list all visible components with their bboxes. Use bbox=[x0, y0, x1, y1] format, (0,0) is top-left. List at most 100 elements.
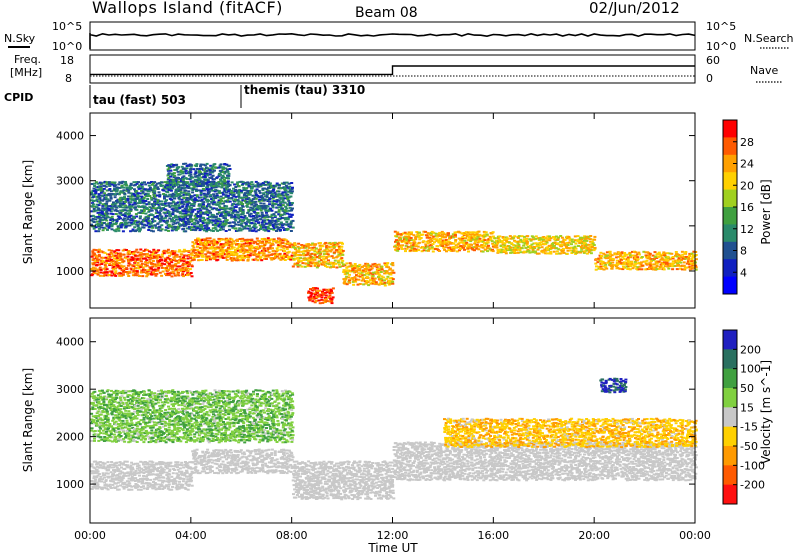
heatmap-cell bbox=[127, 484, 130, 487]
heatmap-cell bbox=[127, 205, 131, 208]
heatmap-cell bbox=[236, 238, 240, 241]
heatmap-cell bbox=[266, 218, 270, 221]
heatmap-cell bbox=[339, 258, 343, 261]
heatmap-cell bbox=[182, 219, 186, 222]
heatmap-cell bbox=[111, 220, 115, 223]
heatmap-cell bbox=[132, 188, 136, 191]
heatmap-cell bbox=[147, 210, 151, 213]
heatmap-cell bbox=[288, 246, 292, 249]
heatmap-cell bbox=[132, 222, 136, 225]
heatmap-cell bbox=[198, 246, 202, 249]
heatmap-cell bbox=[226, 182, 230, 185]
heatmap-cell bbox=[250, 203, 254, 206]
heatmap-cell bbox=[450, 242, 454, 244]
heatmap-cell bbox=[282, 213, 286, 216]
heatmap-cell bbox=[360, 279, 364, 282]
heatmap-cell bbox=[280, 193, 284, 195]
heatmap-cell bbox=[245, 224, 248, 227]
heatmap-cell bbox=[184, 172, 188, 175]
heatmap-cell bbox=[485, 233, 489, 236]
heatmap-cell bbox=[115, 220, 119, 223]
heatmap-cell bbox=[623, 255, 627, 258]
heatmap-cell bbox=[327, 259, 330, 262]
heatmap-cell bbox=[667, 267, 671, 270]
heatmap-cell bbox=[277, 199, 281, 202]
heatmap-cell bbox=[307, 290, 311, 293]
heatmap-cell bbox=[138, 195, 142, 198]
heatmap-cell bbox=[215, 176, 219, 179]
heatmap-cell bbox=[312, 297, 316, 300]
heatmap-cell bbox=[262, 249, 266, 252]
heatmap-cell bbox=[132, 192, 136, 195]
heatmap-cell bbox=[256, 259, 260, 262]
heatmap-cell bbox=[675, 268, 679, 271]
heatmap-cell bbox=[255, 216, 259, 218]
heatmap-cell bbox=[324, 298, 328, 301]
heatmap-cell bbox=[114, 208, 118, 211]
heatmap-cell bbox=[249, 240, 253, 243]
heatmap-cell bbox=[206, 217, 210, 220]
heatmap-cell bbox=[224, 222, 228, 225]
heatmap-cell bbox=[407, 233, 411, 236]
heatmap-cell bbox=[249, 212, 253, 215]
heatmap-cell bbox=[187, 254, 191, 256]
heatmap-cell bbox=[95, 272, 99, 275]
heatmap-cell bbox=[268, 200, 271, 203]
heatmap-cell bbox=[257, 229, 261, 232]
heatmap-cell bbox=[268, 239, 272, 242]
heatmap-cell bbox=[369, 272, 373, 275]
heatmap-cell bbox=[309, 294, 313, 297]
heatmap-cell bbox=[209, 188, 213, 191]
heatmap-cell bbox=[159, 209, 163, 212]
heatmap-cell bbox=[157, 261, 161, 264]
heatmap-cell bbox=[307, 262, 311, 265]
heatmap-cell bbox=[92, 252, 96, 255]
heatmap-cell bbox=[160, 262, 164, 265]
heatmap-cell bbox=[252, 229, 256, 232]
heatmap-cell bbox=[329, 288, 333, 291]
heatmap-cell bbox=[357, 272, 361, 275]
heatmap-cell bbox=[164, 226, 168, 229]
heatmap-cell bbox=[189, 177, 193, 180]
heatmap-cell bbox=[272, 249, 276, 252]
heatmap-cell bbox=[189, 167, 193, 170]
heatmap-cell bbox=[134, 198, 138, 200]
heatmap-cell bbox=[311, 261, 315, 264]
heatmap-cell bbox=[330, 298, 334, 301]
heatmap-cell bbox=[245, 194, 249, 197]
heatmap-cell bbox=[131, 251, 134, 253]
heatmap-cell bbox=[105, 466, 109, 469]
heatmap-cell bbox=[151, 265, 155, 268]
heatmap-cell bbox=[475, 237, 479, 240]
heatmap-cell bbox=[249, 208, 253, 211]
heatmap-cell bbox=[691, 266, 695, 269]
heatmap-cell bbox=[480, 244, 484, 246]
heatmap-cell bbox=[158, 195, 162, 198]
heatmap-cell bbox=[207, 247, 211, 250]
heatmap-cell bbox=[204, 246, 208, 249]
heatmap-cell bbox=[309, 297, 313, 300]
heatmap-cell bbox=[191, 191, 195, 194]
heatmap-cell bbox=[201, 254, 204, 257]
heatmap-cell bbox=[204, 253, 208, 256]
heatmap-cell bbox=[313, 288, 316, 291]
heatmap-cell bbox=[211, 245, 214, 248]
heatmap-cell bbox=[97, 480, 101, 483]
heatmap-cell bbox=[580, 247, 584, 250]
heatmap-cell bbox=[108, 262, 112, 265]
heatmap-cell bbox=[123, 268, 127, 271]
heatmap-cell bbox=[393, 230, 397, 233]
heatmap-cell bbox=[125, 460, 129, 463]
heatmap-cell bbox=[113, 181, 117, 184]
heatmap-cell bbox=[413, 241, 417, 244]
heatmap-cell bbox=[144, 183, 148, 186]
heatmap-cell bbox=[124, 219, 128, 222]
heatmap-cell bbox=[255, 214, 259, 217]
heatmap-cell bbox=[457, 237, 461, 240]
heatmap-cell bbox=[541, 249, 545, 252]
heatmap-cell bbox=[115, 228, 119, 231]
heatmap-cell bbox=[125, 206, 129, 209]
heatmap-cell bbox=[97, 230, 101, 233]
heatmap-cell bbox=[688, 268, 692, 271]
heatmap-cell bbox=[188, 194, 192, 196]
